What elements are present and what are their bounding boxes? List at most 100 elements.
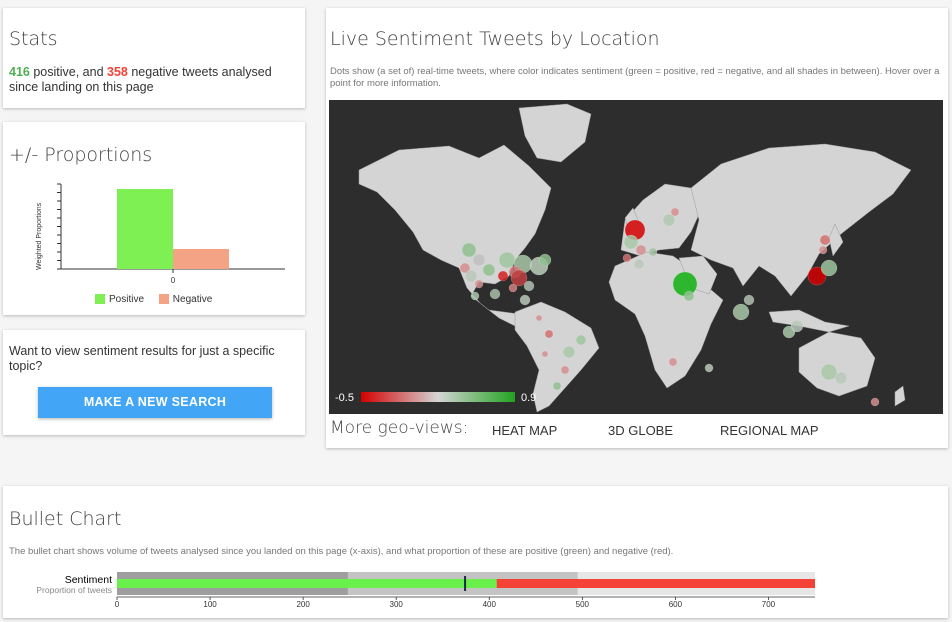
bullet-tick-label: 0 [114,600,120,609]
indonesia-landmass [768,309,850,333]
tweet-dot [498,251,516,269]
australia-landmass [798,331,876,397]
tweet-dot [541,350,549,358]
tweet-dot [834,371,848,385]
scale-min-label: -0.5 [335,392,354,404]
regional-map-link[interactable]: REGIONAL MAP [720,423,819,438]
south-america-landmass [514,301,600,413]
tweet-dot [670,207,680,217]
3d-globe-link[interactable]: 3D GLOBE [608,423,674,438]
tweet-dot [470,291,480,301]
search-prompt: Want to view sentiment results for just … [9,344,275,373]
y-axis-ticks [57,183,61,270]
tweet-dot [743,294,755,306]
tweet-dot [704,363,714,373]
stats-summary: 416 positive, and 358 negative tweets an… [9,65,272,95]
tweet-dot [544,329,554,339]
tweet-dot [870,397,880,407]
tweet-dot [575,334,587,346]
tweet-dot [635,244,647,256]
tweet-dot [820,363,838,381]
new-search-button[interactable]: MAKE A NEW SEARCH [38,387,272,418]
proportions-ylabel: Weighted Proportions [36,202,43,270]
map-card: Live Sentiment Tweets by Location Dots s… [326,8,948,448]
bullet-label: Sentiment [64,574,112,586]
new-zealand-landmass [894,385,906,407]
bullet-tick-label: 500 [575,600,590,609]
greenland-landmass [518,103,592,163]
tweet-dot [672,271,698,297]
tweet-dot [683,290,695,302]
tweet-dot [538,253,552,267]
tweet-dot [461,242,477,258]
asia-landmass [690,143,912,297]
tweet-dot [459,262,471,274]
tweet-dot [523,280,535,292]
tweet-dot [508,283,518,293]
heat-map-link[interactable]: HEAT MAP [492,423,558,438]
tweet-dot [633,258,645,270]
proportions-title: +/- Proportions [9,144,153,166]
x-tick-label: 0 [171,276,176,285]
tweet-dot [622,253,632,263]
bullet-tick-label: 300 [389,600,403,609]
tweet-dot [668,357,678,367]
map-title: Live Sentiment Tweets by Location [330,28,660,50]
scale-max-label: 0.9 [521,392,537,404]
bullet-sublabel: Proportion of tweets [36,585,112,595]
tweet-dot [819,234,831,246]
north-america-landmass [358,144,552,327]
legend-positive-label: Positive [109,294,145,305]
stats-title: Stats [9,28,58,50]
bar-negative [173,249,229,269]
positive-text: positive, and [29,65,107,79]
tweet-dot [820,259,838,277]
tweet-dot [535,314,543,322]
tweet-dot [482,263,496,277]
search-card: Want to view sentiment results for just … [3,330,305,435]
tweet-dot [472,253,486,267]
world-map[interactable]: -0.5 0.9 [329,100,943,414]
bar-positive [117,189,173,269]
map-description: Dots show (a set of) real-time tweets, w… [330,66,940,89]
bullet-title: Bullet Chart [9,508,122,530]
bullet-tick-label: 400 [482,600,496,609]
proportions-legend: Positive Negative [95,294,212,305]
tweet-dot [732,303,750,321]
proportions-chart: Weighted Proportions 0 [36,183,285,285]
tweet-dot [648,247,658,257]
stats-card: Stats 416 positive, and 358 negative twe… [3,8,305,108]
tweet-dot [497,270,509,282]
legend-negative-label: Negative [172,294,213,305]
legend-negative-swatch [158,294,169,305]
bullet-description: The bullet chart shows volume of tweets … [9,546,674,557]
stats-line2: since landing on this page [9,80,154,94]
negative-text: negative tweets analysed [127,65,272,79]
japan-landmass [828,223,844,257]
tweet-dot [560,365,570,375]
tweet-dot [552,381,562,391]
tweet-dot [489,288,501,300]
proportions-card: +/- Proportions Weighted Proportions 0 P… [3,122,305,315]
legend-positive-swatch [95,294,105,305]
positive-count: 416 [9,65,30,79]
bullet-card: Bullet Chart The bullet chart shows volu… [3,486,948,618]
bullet-tick-label: 700 [761,600,776,609]
sentiment-scale-bar [361,392,515,402]
bullet-tick-label: 600 [668,600,683,609]
tweet-dot [623,234,639,250]
tweet-dot [519,294,531,306]
tweet-dot [464,269,478,283]
tweet-dot [807,266,827,286]
world-map-svg [358,103,912,413]
tweet-dot [790,319,804,333]
tweet-dot [662,213,676,227]
tweet-dot [562,345,576,359]
tweet-dot [818,245,828,255]
tweet-dots [459,207,880,407]
tweet-dot [510,269,528,287]
bullet-tick-label: 200 [296,600,310,609]
negative-count: 358 [107,65,128,79]
tweet-dot [474,279,484,289]
geo-views-label: More geo-views: [330,418,469,438]
